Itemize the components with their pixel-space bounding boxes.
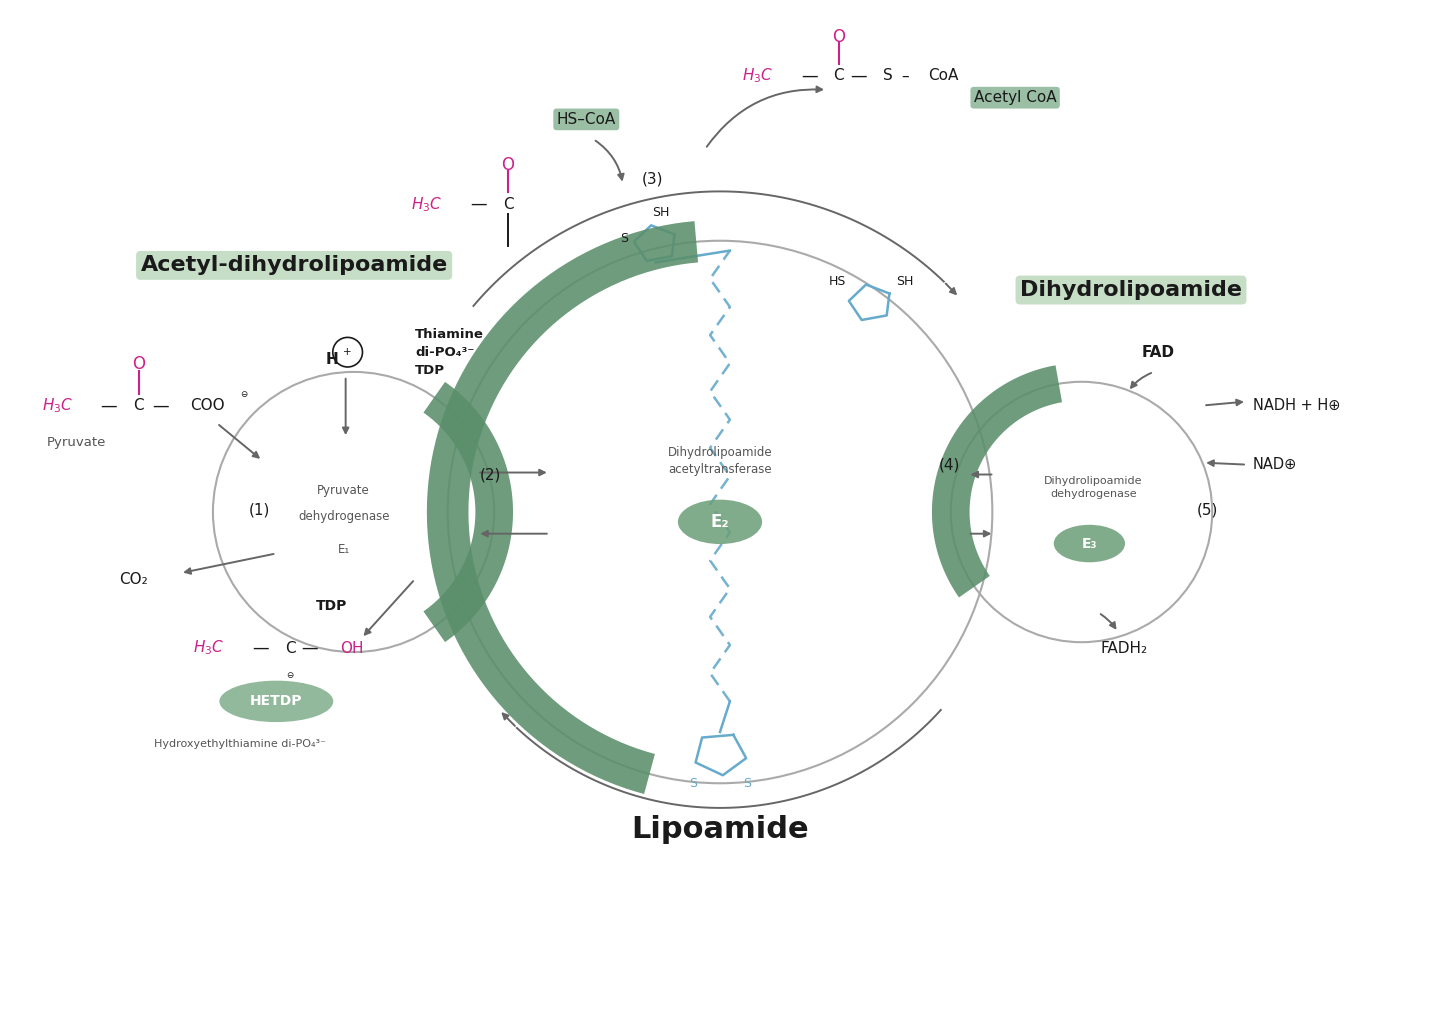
Text: $H_3C$: $H_3C$: [193, 639, 225, 657]
Text: O: O: [501, 155, 514, 174]
Ellipse shape: [678, 500, 762, 544]
Text: Dihydrolipoamide
acetyltransferase: Dihydrolipoamide acetyltransferase: [668, 446, 772, 475]
Text: Pyruvate: Pyruvate: [46, 436, 107, 450]
Text: dehydrogenase: dehydrogenase: [298, 510, 389, 523]
Text: O: O: [832, 28, 845, 46]
Text: C: C: [285, 641, 295, 655]
Text: $H_3C$: $H_3C$: [410, 195, 442, 214]
Text: NAD⊕: NAD⊕: [1253, 457, 1297, 472]
Text: HS–CoA: HS–CoA: [557, 111, 616, 127]
Text: (2): (2): [480, 467, 501, 482]
Text: S: S: [690, 777, 697, 790]
Text: $^{\ominus}$: $^{\ominus}$: [287, 671, 295, 684]
Text: FADH₂: FADH₂: [1100, 641, 1148, 655]
Text: —: —: [801, 67, 818, 85]
Text: HETDP: HETDP: [251, 694, 302, 708]
Text: S: S: [884, 68, 893, 84]
Text: TDP: TDP: [315, 599, 347, 613]
Polygon shape: [426, 221, 698, 794]
Text: +: +: [343, 347, 351, 357]
Text: Dihydrolipoamide
dehydrogenase: Dihydrolipoamide dehydrogenase: [1044, 475, 1142, 499]
Ellipse shape: [1054, 525, 1125, 562]
Text: CO₂: CO₂: [120, 571, 148, 587]
Text: COO: COO: [190, 398, 225, 413]
Text: $H_3C$: $H_3C$: [42, 397, 73, 415]
Text: $^{\ominus}$: $^{\ominus}$: [240, 391, 249, 404]
Text: C: C: [834, 68, 844, 84]
Text: Pyruvate: Pyruvate: [317, 483, 370, 497]
Text: –: –: [901, 68, 909, 84]
Polygon shape: [932, 365, 1063, 598]
Text: OH: OH: [340, 641, 363, 655]
Text: (5): (5): [1197, 503, 1218, 517]
Text: FAD: FAD: [1142, 344, 1174, 360]
Text: Acetyl-dihydrolipoamide: Acetyl-dihydrolipoamide: [141, 256, 448, 275]
Text: SH: SH: [652, 205, 670, 219]
Text: O: O: [132, 355, 145, 373]
Text: E₃: E₃: [1081, 537, 1097, 551]
Text: Acetyl CoA: Acetyl CoA: [973, 90, 1057, 105]
Text: Dihydrolipoamide: Dihydrolipoamide: [1020, 280, 1241, 300]
Text: —: —: [851, 67, 867, 85]
Text: E₁: E₁: [337, 543, 350, 556]
Text: Thiamine
di-PO₄³⁻
TDP: Thiamine di-PO₄³⁻ TDP: [415, 328, 484, 377]
Polygon shape: [423, 382, 513, 642]
Text: —: —: [469, 195, 487, 214]
Text: S: S: [743, 777, 750, 790]
Text: (4): (4): [939, 457, 960, 472]
Text: $H_3C$: $H_3C$: [742, 66, 773, 86]
Text: NADH + H⊕: NADH + H⊕: [1253, 398, 1341, 413]
Text: E₂: E₂: [711, 513, 729, 530]
Text: —: —: [101, 397, 117, 415]
Text: —: —: [302, 639, 318, 657]
Text: Lipoamide: Lipoamide: [631, 816, 809, 844]
Ellipse shape: [219, 681, 333, 723]
Text: C: C: [503, 196, 514, 212]
Text: Hydroxyethylthiamine di-PO₄³⁻: Hydroxyethylthiamine di-PO₄³⁻: [154, 739, 325, 749]
Text: HS: HS: [829, 275, 847, 287]
Text: C: C: [134, 398, 144, 413]
Text: (3): (3): [642, 171, 664, 186]
Text: H: H: [325, 352, 338, 367]
Text: CoA: CoA: [927, 68, 959, 84]
Text: S: S: [621, 232, 628, 245]
Text: (1): (1): [249, 503, 271, 517]
Text: —: —: [252, 639, 269, 657]
Text: SH: SH: [897, 275, 914, 287]
Text: —: —: [153, 397, 168, 415]
